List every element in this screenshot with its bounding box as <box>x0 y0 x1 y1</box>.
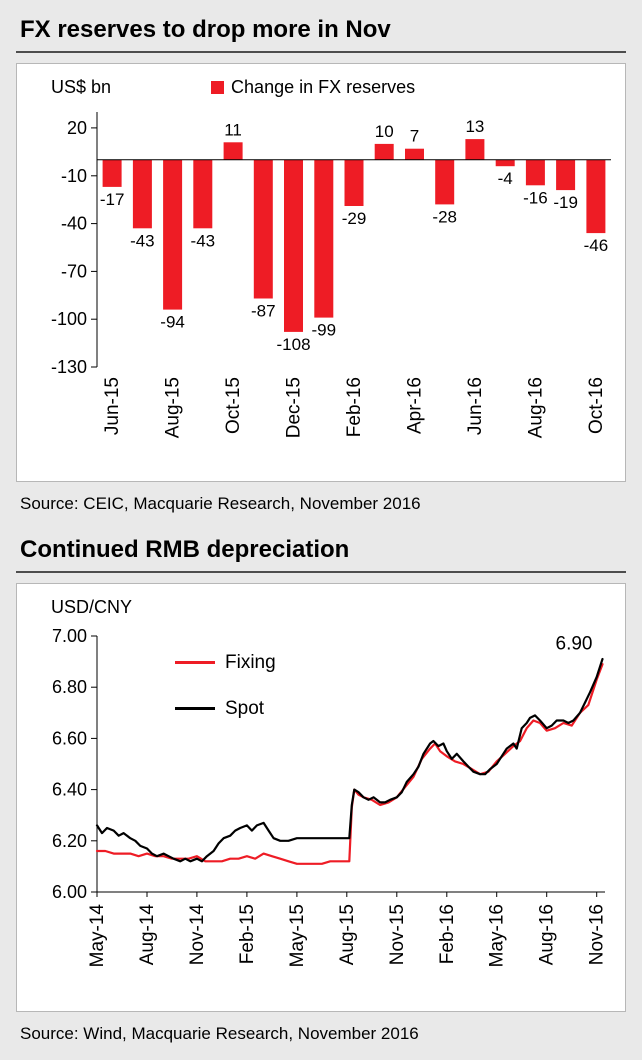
y-tick-label: -70 <box>61 261 87 281</box>
bar-Jun-15 <box>102 159 122 187</box>
y-tick-label: 6.80 <box>52 677 87 697</box>
rmb-chart-header: USD/CNY <box>25 592 617 622</box>
legend-item-spot: Spot <box>175 698 276 720</box>
x-tick-label: Feb-15 <box>237 904 258 964</box>
bar-legend-swatch-icon <box>211 81 225 95</box>
y-tick-label: -100 <box>51 309 87 329</box>
bar-value-label: -29 <box>342 209 367 228</box>
bar-value-label: -4 <box>498 169 513 188</box>
bar-Jan-16 <box>314 159 334 318</box>
bar-Sep-15 <box>193 159 213 229</box>
legend-item-fixing: Fixing <box>175 652 276 674</box>
rmb-chart-box: USD/CNY 7.00 6.80 6.60 6.40 6.20 6.00 May-14 Au… <box>16 582 626 1012</box>
y-tick-label: -130 <box>51 357 87 377</box>
rmb-chart-unit-label: USD/CNY <box>51 597 133 618</box>
x-tick-label: Nov-14 <box>187 903 208 965</box>
section2-source: Source: Wind, Macquarie Research, Novemb… <box>20 1023 419 1043</box>
bar-value-label: -43 <box>191 231 216 250</box>
y-tick-label: 6.00 <box>52 882 87 902</box>
rmb-chart-legend: Fixing Spot <box>175 652 276 720</box>
x-tick-label: Aug-16 <box>525 377 546 438</box>
bar-Aug-15 <box>163 159 183 310</box>
x-tick-label: Aug-14 <box>137 903 158 965</box>
x-tick-label: Aug-15 <box>337 904 358 965</box>
bar-value-label: -16 <box>523 188 548 207</box>
fx-chart-unit-label: US$ bn <box>51 77 112 98</box>
bar-value-label: -19 <box>553 193 578 212</box>
bar-value-label: -43 <box>130 231 155 250</box>
section1-title-rule <box>16 50 626 53</box>
bar-value-label: -46 <box>584 236 609 255</box>
y-tick-label: 6.60 <box>52 728 87 748</box>
y-tick-label: 6.40 <box>52 779 87 799</box>
y-tick-label: 6.20 <box>52 830 87 850</box>
y-tick-label: -10 <box>61 166 87 186</box>
y-tick-label: -40 <box>61 213 87 233</box>
bar-value-label: 13 <box>465 117 484 136</box>
section1-title: FX reserves to drop more in Nov <box>20 16 391 43</box>
x-tick-label: Jun-15 <box>102 377 123 435</box>
x-tick-label: May-14 <box>87 903 108 967</box>
x-tick-label: Feb-16 <box>344 377 365 437</box>
bar-Nov-15 <box>253 159 273 299</box>
fixing-line-swatch-icon <box>175 661 215 665</box>
x-tick-label: Dec-15 <box>284 377 305 438</box>
bar-Oct-15 <box>223 142 243 160</box>
bar-value-label: -87 <box>251 301 276 320</box>
bar-value-label: -17 <box>100 190 125 209</box>
x-tick-label: Oct-15 <box>223 377 244 434</box>
y-tick-label: 20 <box>67 118 87 138</box>
spot-line-swatch-icon <box>175 707 215 711</box>
x-tick-label: Aug-15 <box>163 377 184 438</box>
annotation-last-value: 6.90 <box>556 633 593 654</box>
fx-reserves-chart-box: US$ bn Change in FX reserves 20 -10 -40 -70… <box>16 62 626 482</box>
bar-value-label: -28 <box>432 207 457 226</box>
bar-value-label: 10 <box>375 122 394 141</box>
x-tick-label: Nov-16 <box>587 904 608 965</box>
bar-Oct-16 <box>586 159 606 233</box>
section2-title: Continued RMB depreciation <box>20 535 350 563</box>
x-tick-label: Nov-15 <box>387 904 408 965</box>
rmb-plot-wrap: 7.00 6.80 6.60 6.40 6.20 6.00 May-14 Aug-14 Nov-… <box>25 622 617 1007</box>
bar-May-16 <box>435 159 455 205</box>
fx-reserves-bar-chart: 20 -10 -40 -70 -100 -130 -17 Jun-15 -43 -94 Aug-15… <box>51 111 611 438</box>
bar-value-label: -94 <box>160 312 185 331</box>
fx-chart-header: US$ bn Change in FX reserves <box>25 72 617 102</box>
fixing-legend-label: Fixing <box>225 651 276 673</box>
bar-Apr-16 <box>405 148 424 160</box>
x-tick-label: May-16 <box>487 904 508 967</box>
spot-legend-label: Spot <box>225 697 265 719</box>
x-tick-label: May-15 <box>287 904 308 967</box>
x-tick-label: Jun-16 <box>465 377 486 435</box>
series-line-spot <box>95 657 604 862</box>
section2-title-rule <box>16 570 626 573</box>
fx-chart-legend-label: Change in FX reserves <box>231 77 416 98</box>
fx-chart-legend: Change in FX reserves <box>211 77 415 98</box>
bar-value-label: 11 <box>224 120 242 139</box>
x-tick-label: Aug-16 <box>537 904 558 965</box>
bar-Sep-16 <box>556 159 576 190</box>
x-tick-label: Oct-16 <box>586 377 607 434</box>
bar-Mar-16 <box>374 143 394 160</box>
bar-Jun-16 <box>465 138 485 160</box>
x-tick-label: Apr-16 <box>404 377 425 434</box>
bar-Jul-15 <box>132 159 152 229</box>
y-tick-label: 7.00 <box>52 626 87 646</box>
x-tick-label: Feb-16 <box>437 904 458 964</box>
bar-Dec-15 <box>284 159 303 332</box>
bar-value-label: 7 <box>410 126 419 145</box>
bar-Feb-16 <box>344 159 364 206</box>
bar-Aug-16 <box>525 159 545 186</box>
section1-source: Source: CEIC, Macquarie Research, Novemb… <box>20 493 421 513</box>
bar-value-label: -108 <box>277 335 311 354</box>
bar-value-label: -99 <box>311 320 336 339</box>
bar-Jul-16 <box>495 159 515 166</box>
